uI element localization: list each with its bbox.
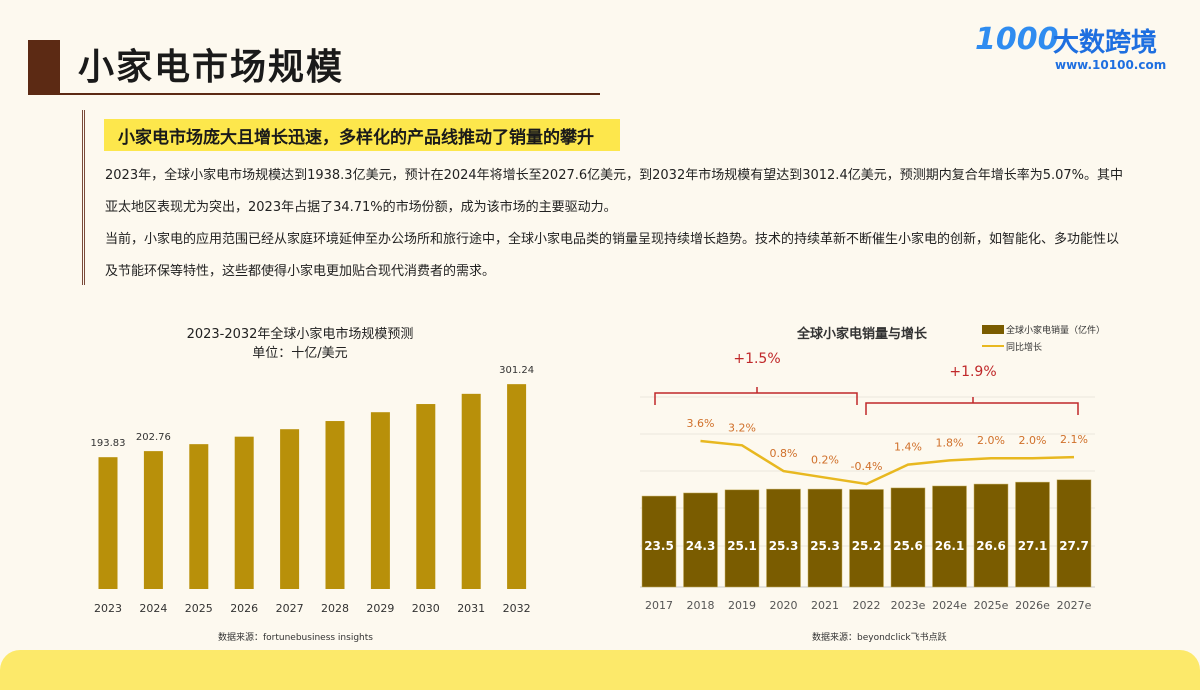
right-bar-label: 25.2 [852, 539, 882, 553]
left-data-label: 193.83 [91, 438, 126, 449]
left-data-label: 202.76 [136, 432, 171, 443]
footer-band [0, 650, 1200, 690]
right-bar-2017 [641, 495, 677, 588]
legend-line-label: 同比增长 [1006, 341, 1042, 353]
highlight-heading: 小家电市场庞大且增长迅速，多样化的产品线推动了销量的攀升 [104, 119, 620, 151]
growth-label: 1.4% [894, 441, 922, 454]
left-x-label: 2027 [276, 602, 304, 615]
section-divider [82, 110, 85, 285]
legend-bar-swatch [982, 325, 1004, 334]
left-x-label: 2029 [366, 602, 394, 615]
right-bar-label: 23.5 [644, 539, 674, 553]
annotation-bracket [654, 387, 858, 405]
right-bar-label: 27.7 [1059, 539, 1089, 553]
right-x-label: 2026e [1015, 599, 1050, 612]
growth-label: 0.2% [811, 454, 839, 467]
left-bar-2024 [143, 451, 163, 589]
right-bar-label: 25.3 [769, 539, 799, 553]
right-bar-2023e [890, 487, 926, 588]
growth-label: 2.0% [1019, 434, 1047, 447]
left-bar-2026 [234, 436, 254, 589]
left-bar-2027 [280, 429, 300, 589]
page-title: 小家电市场规模 [78, 47, 345, 88]
right-x-label: 2022 [853, 599, 881, 612]
paragraph-1: 2023年，全球小家电市场规模达到1938.3亿美元，预计在2024年将增长至2… [105, 168, 1124, 215]
title-accent-block [28, 40, 60, 95]
right-x-label: 2023e [891, 599, 926, 612]
left-x-label: 2030 [412, 602, 440, 615]
right-x-label: 2021 [811, 599, 839, 612]
annotation-label: +1.9% [949, 364, 996, 380]
growth-label: 2.1% [1060, 433, 1088, 446]
right-x-label: 2027e [1057, 599, 1092, 612]
right-bar-2020 [766, 488, 801, 588]
right-bar-label: 25.6 [893, 539, 923, 553]
growth-label: 0.8% [770, 447, 798, 460]
legend-bar-label: 全球小家电销量（亿件） [1006, 324, 1105, 336]
right-bar-2018 [683, 492, 718, 588]
left-bar-2028 [325, 421, 345, 589]
right-x-label: 2018 [687, 599, 715, 612]
annotation-bracket [865, 397, 1079, 415]
left-x-label: 2023 [94, 602, 122, 615]
left-x-label: 2031 [457, 602, 485, 615]
right-bar-label: 24.3 [686, 539, 716, 553]
right-x-label: 2020 [770, 599, 798, 612]
right-bar-label: 26.6 [976, 539, 1006, 553]
right-chart-source: 数据来源：beyondclick飞书点跃 [812, 633, 947, 643]
right-bar-2024e [932, 485, 967, 588]
growth-label: 2.0% [977, 434, 1005, 447]
paragraph-2: 当前，小家电的应用范围已经从家庭环境延伸至办公场所和旅行途中，全球小家电品类的销… [105, 232, 1120, 279]
left-bar-2023 [98, 457, 118, 589]
right-x-label: 2025e [974, 599, 1009, 612]
right-bar-label: 26.1 [935, 539, 965, 553]
logo: 1000 大数跨境 www.10100.com [975, 20, 1185, 75]
left-bar-2025 [189, 444, 209, 589]
right-x-label: 2024e [932, 599, 967, 612]
left-chart-subtitle: 单位：十亿/美元 [252, 346, 347, 361]
right-bar-2019 [724, 489, 760, 588]
left-x-label: 2025 [185, 602, 213, 615]
growth-label: -0.4% [851, 460, 883, 473]
left-chart-source: 数据来源：fortunebusiness insights [218, 633, 373, 643]
left-bar-2031 [461, 393, 481, 589]
growth-label: 1.8% [936, 436, 964, 449]
logo-mark: 1000 [975, 22, 1059, 57]
right-bar-label: 25.1 [727, 539, 757, 553]
logo-url: www.10100.com [1055, 58, 1167, 72]
right-chart-title: 全球小家电销量与增长 [796, 326, 928, 342]
right-bar-2026e [1015, 481, 1050, 588]
right-bar-2025e [973, 483, 1009, 588]
left-chart-title: 2023-2032年全球小家电市场规模预测 [187, 326, 414, 342]
left-data-label: 301.24 [499, 365, 534, 376]
left-bar-2032 [507, 384, 527, 589]
growth-label: 3.2% [728, 421, 756, 434]
growth-label: 3.6% [687, 417, 715, 430]
left-bar-2030 [416, 404, 436, 589]
left-x-label: 2028 [321, 602, 349, 615]
right-bar-2022 [849, 489, 884, 588]
right-bar-2027e [1056, 479, 1092, 588]
logo-text: 大数跨境 [1053, 28, 1158, 58]
left-x-label: 2032 [503, 602, 531, 615]
right-x-label: 2019 [728, 599, 756, 612]
right-x-label: 2017 [645, 599, 673, 612]
title-underline [60, 93, 600, 95]
left-bar-2029 [370, 412, 390, 589]
right-bar-2021 [807, 488, 843, 588]
growth-line [700, 439, 1075, 486]
left-x-label: 2026 [230, 602, 258, 615]
right-bar-label: 25.3 [810, 539, 840, 553]
left-x-label: 2024 [139, 602, 167, 615]
right-bar-label: 27.1 [1018, 539, 1048, 553]
annotation-label: +1.5% [733, 351, 780, 367]
